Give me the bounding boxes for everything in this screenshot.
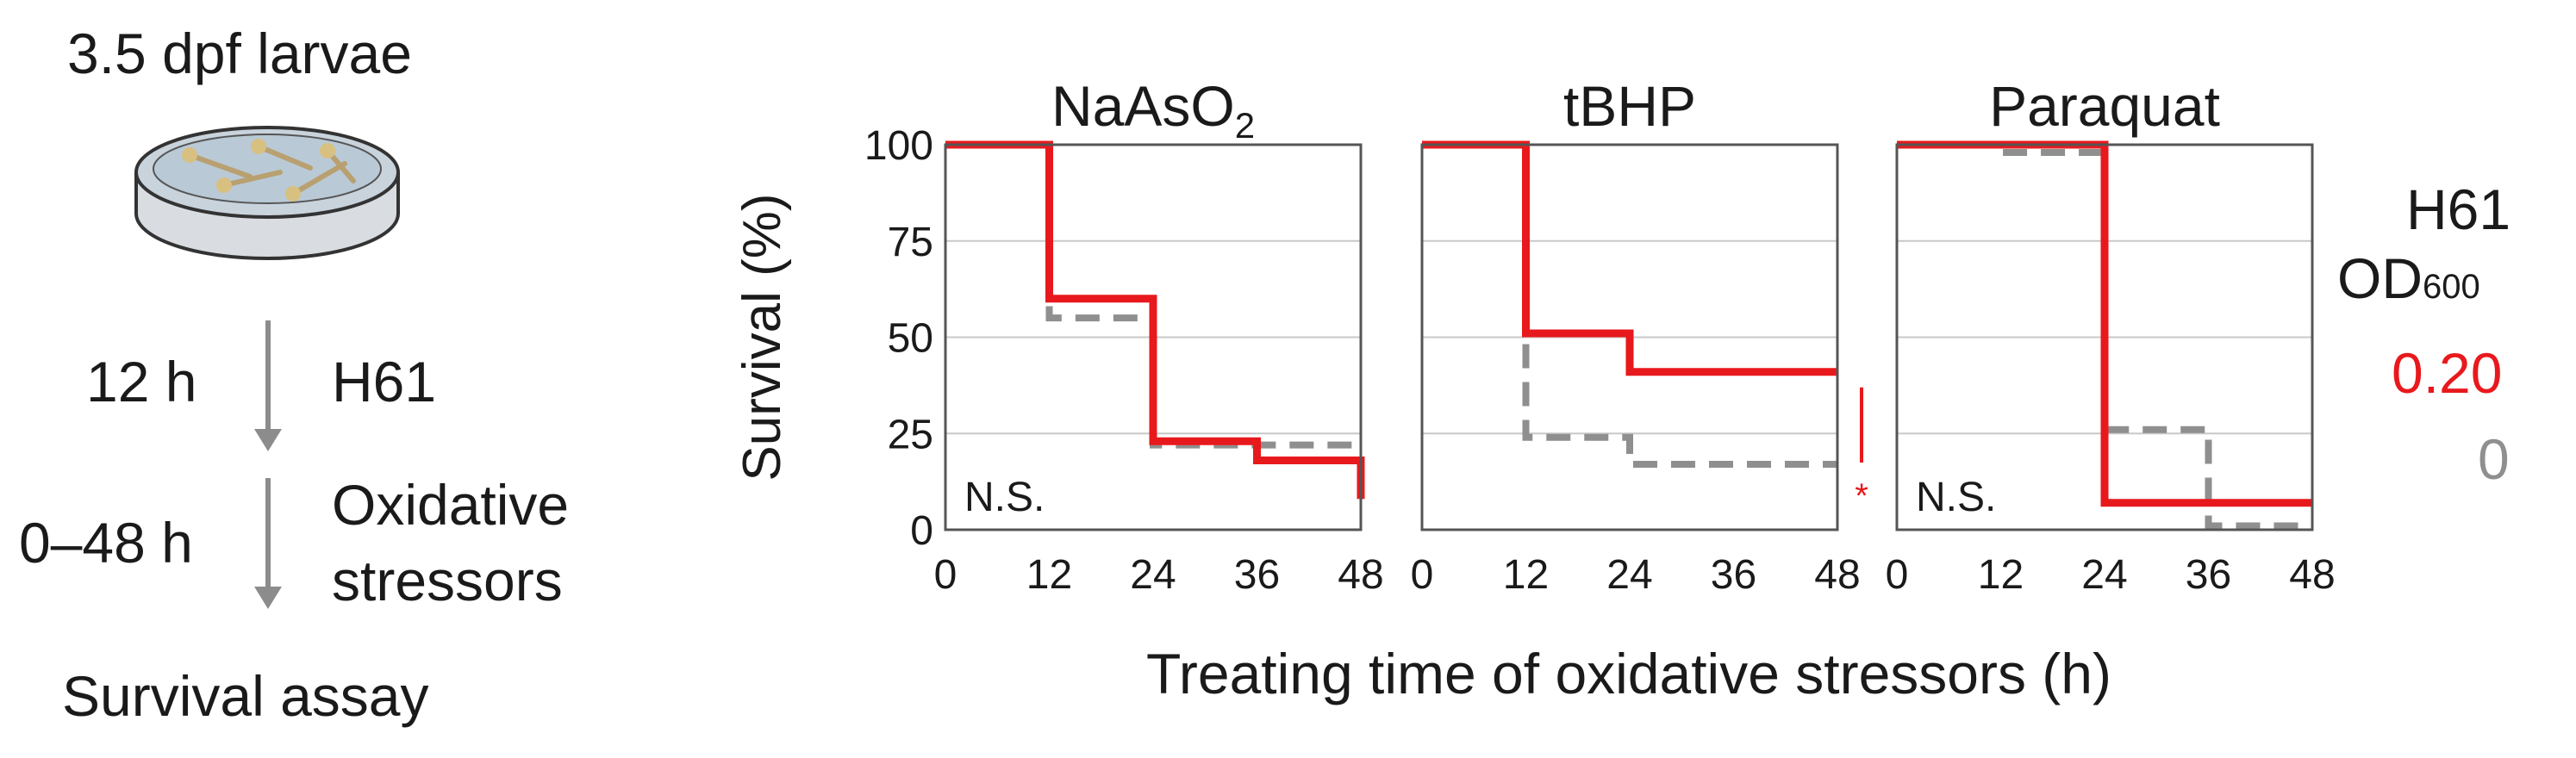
y-tick-label: 100 xyxy=(864,123,933,169)
x-tick-label: 36 xyxy=(1711,552,1756,598)
x-tick-label: 48 xyxy=(1814,552,1860,598)
plot-frame xyxy=(944,143,1363,531)
step1-time: 12 h xyxy=(86,350,197,413)
x-tick-label: 0 xyxy=(934,552,957,598)
x-tick-label: 36 xyxy=(2186,552,2231,598)
y-tick-label: 0 xyxy=(910,508,933,554)
x-tick-label: 0 xyxy=(1411,552,1434,598)
y-tick-label: 75 xyxy=(888,220,933,265)
y-axis-label: Survival (%) xyxy=(733,193,792,481)
panel-title: tBHP xyxy=(1563,74,1696,138)
protocol-final: Survival assay xyxy=(62,664,429,728)
step2-time: 0–48 h xyxy=(19,511,193,575)
panel-title: NaAsO2 xyxy=(1051,74,1255,146)
x-tick-label: 24 xyxy=(1130,552,1176,598)
x-tick-label: 12 xyxy=(1978,552,2024,598)
x-tick-label: 12 xyxy=(1503,552,1549,598)
legend-od: OD600 xyxy=(2337,245,2480,311)
x-tick-label: 24 xyxy=(1606,552,1652,598)
significance-star: * xyxy=(1855,477,1868,515)
series-line-0 xyxy=(1422,141,1837,469)
protocol-title: 3.5 dpf larvae xyxy=(67,22,412,85)
legend-entry-treated: 0.20 xyxy=(2392,341,2503,405)
y-tick-label: 50 xyxy=(888,316,933,362)
x-tick-label: 0 xyxy=(1886,552,1909,598)
chart-panel: NaAsO2 0 12 24 36 48 0 25 50 75 100 N.S. xyxy=(864,74,1384,598)
x-tick-label: 48 xyxy=(2289,552,2335,598)
plot-frame xyxy=(1420,143,1839,531)
down-arrow-icon xyxy=(265,478,271,590)
x-tick-label: 36 xyxy=(1234,552,1280,598)
x-tick-label: 48 xyxy=(1338,552,1383,598)
step2-label-line1: Oxidative xyxy=(332,473,570,537)
chart-panel: Paraquat 0 12 24 36 48 N.S. xyxy=(1886,74,2336,598)
arrow-head-icon xyxy=(254,429,282,451)
series-line-0.20 xyxy=(1897,140,2312,507)
y-tick-label: 25 xyxy=(888,412,933,457)
legend-od-text: OD xyxy=(2337,246,2423,310)
step2-label-line2: stressors xyxy=(332,549,563,612)
legend-title: H61 xyxy=(2406,177,2511,241)
panel-annotation: N.S. xyxy=(964,475,1045,520)
panel-title: Paraquat xyxy=(1989,74,2220,138)
plot-frame xyxy=(1895,143,2314,531)
chart-panel: tBHP 0 12 24 36 48 * xyxy=(1411,74,1868,598)
series-line-0.20 xyxy=(945,140,1365,500)
petri-dish-icon xyxy=(134,126,400,260)
legend-entry-control: 0 xyxy=(2478,427,2510,491)
x-tick-label: 12 xyxy=(1026,552,1072,598)
x-axis-label: Treating time of oxidative stressors (h) xyxy=(1146,642,2111,705)
arrow-head-icon xyxy=(254,587,282,609)
step1-label: H61 xyxy=(332,350,437,413)
legend-od-sub: 600 xyxy=(2423,268,2480,306)
down-arrow-icon xyxy=(265,320,271,432)
panel-annotation: N.S. xyxy=(1916,475,1996,520)
x-tick-label: 24 xyxy=(2081,552,2127,598)
